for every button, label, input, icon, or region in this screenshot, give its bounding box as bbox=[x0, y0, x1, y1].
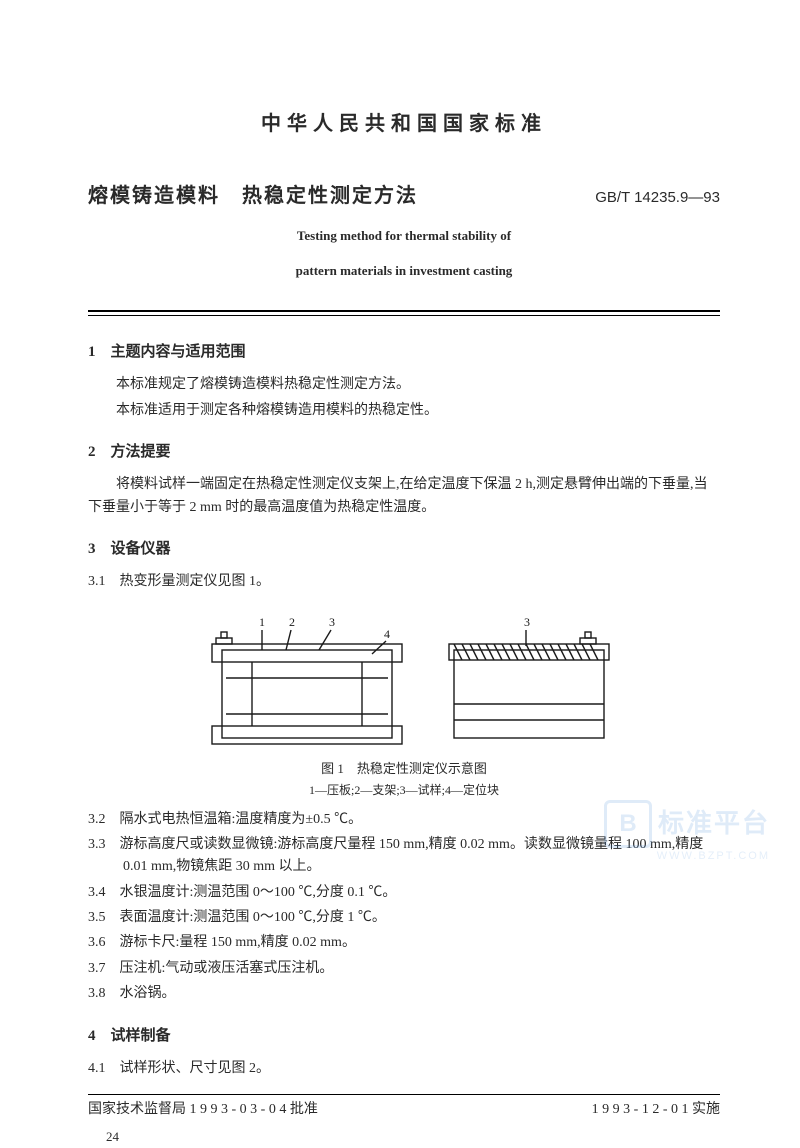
english-title-line2: pattern materials in investment casting bbox=[88, 261, 720, 282]
section-1-heading: 1 主题内容与适用范围 bbox=[88, 340, 720, 364]
page: 中华人民共和国国家标准 熔模铸造模料 热稳定性测定方法 GB/T 14235.9… bbox=[0, 0, 800, 1124]
item-3-7: 3.7 压注机:气动或液压活塞式压注机。 bbox=[88, 958, 720, 980]
figure-1-diagram: 1 2 3 4 3 bbox=[154, 608, 654, 753]
svg-text:2: 2 bbox=[289, 615, 295, 629]
header: 中华人民共和国国家标准 bbox=[88, 108, 720, 140]
english-title-line1: Testing method for thermal stability of bbox=[88, 226, 720, 247]
standard-code: GB/T 14235.9—93 bbox=[595, 186, 720, 210]
item-3-6: 3.6 游标卡尺:量程 150 mm,精度 0.02 mm。 bbox=[88, 932, 720, 954]
s2-para1: 将模料试样一端固定在热稳定性测定仪支架上,在给定温度下保温 2 h,测定悬臂伸出… bbox=[88, 474, 720, 519]
divider-thin bbox=[88, 315, 720, 316]
item-3-4: 3.4 水银温度计:测温范围 0～100 ℃,分度 0.1 ℃。 bbox=[88, 882, 720, 904]
section-4-heading: 4 试样制备 bbox=[88, 1024, 720, 1048]
section-2-heading: 2 方法提要 bbox=[88, 440, 720, 464]
country-standard-label: 中华人民共和国国家标准 bbox=[88, 108, 720, 140]
footer: 国家技术监督局 1 9 9 3 - 0 3 - 0 4 批准 1 9 9 3 -… bbox=[88, 1094, 720, 1121]
item-3-8: 3.8 水浴锅。 bbox=[88, 983, 720, 1005]
svg-text:3: 3 bbox=[329, 615, 335, 629]
s1-para2: 本标准适用于测定各种熔模铸造用模料的热稳定性。 bbox=[88, 400, 720, 422]
document-title: 熔模铸造模料 热稳定性测定方法 bbox=[88, 180, 418, 212]
footer-approval: 国家技术监督局 1 9 9 3 - 0 3 - 0 4 批准 bbox=[88, 1099, 318, 1121]
figure-1: 1 2 3 4 3 bbox=[88, 608, 720, 753]
item-3-2: 3.2 隔水式电热恒温箱:温度精度为±0.5 ℃。 bbox=[88, 809, 720, 831]
item-4-1: 4.1 试样形状、尺寸见图 2。 bbox=[88, 1058, 720, 1080]
item-3-1: 3.1 热变形量测定仪见图 1。 bbox=[88, 571, 720, 593]
figure-1-caption: 图 1 热稳定性测定仪示意图 bbox=[88, 759, 720, 780]
svg-text:4: 4 bbox=[384, 627, 390, 641]
svg-text:3: 3 bbox=[524, 615, 530, 629]
item-3-3: 3.3 游标高度尺或读数显微镜:游标高度尺量程 150 mm,精度 0.02 m… bbox=[88, 834, 720, 879]
page-number: 24 bbox=[88, 1127, 720, 1148]
footer-implementation: 1 9 9 3 - 1 2 - 0 1 实施 bbox=[592, 1099, 720, 1121]
item-3-5: 3.5 表面温度计:测温范围 0～100 ℃,分度 1 ℃。 bbox=[88, 907, 720, 929]
figure-1-legend: 1—压板;2—支架;3—试样;4—定位块 bbox=[88, 781, 720, 800]
svg-text:1: 1 bbox=[259, 615, 265, 629]
s1-para1: 本标准规定了熔模铸造模料热稳定性测定方法。 bbox=[88, 374, 720, 396]
divider-thick bbox=[88, 310, 720, 312]
title-row: 熔模铸造模料 热稳定性测定方法 GB/T 14235.9—93 bbox=[88, 180, 720, 212]
section-3-heading: 3 设备仪器 bbox=[88, 537, 720, 561]
